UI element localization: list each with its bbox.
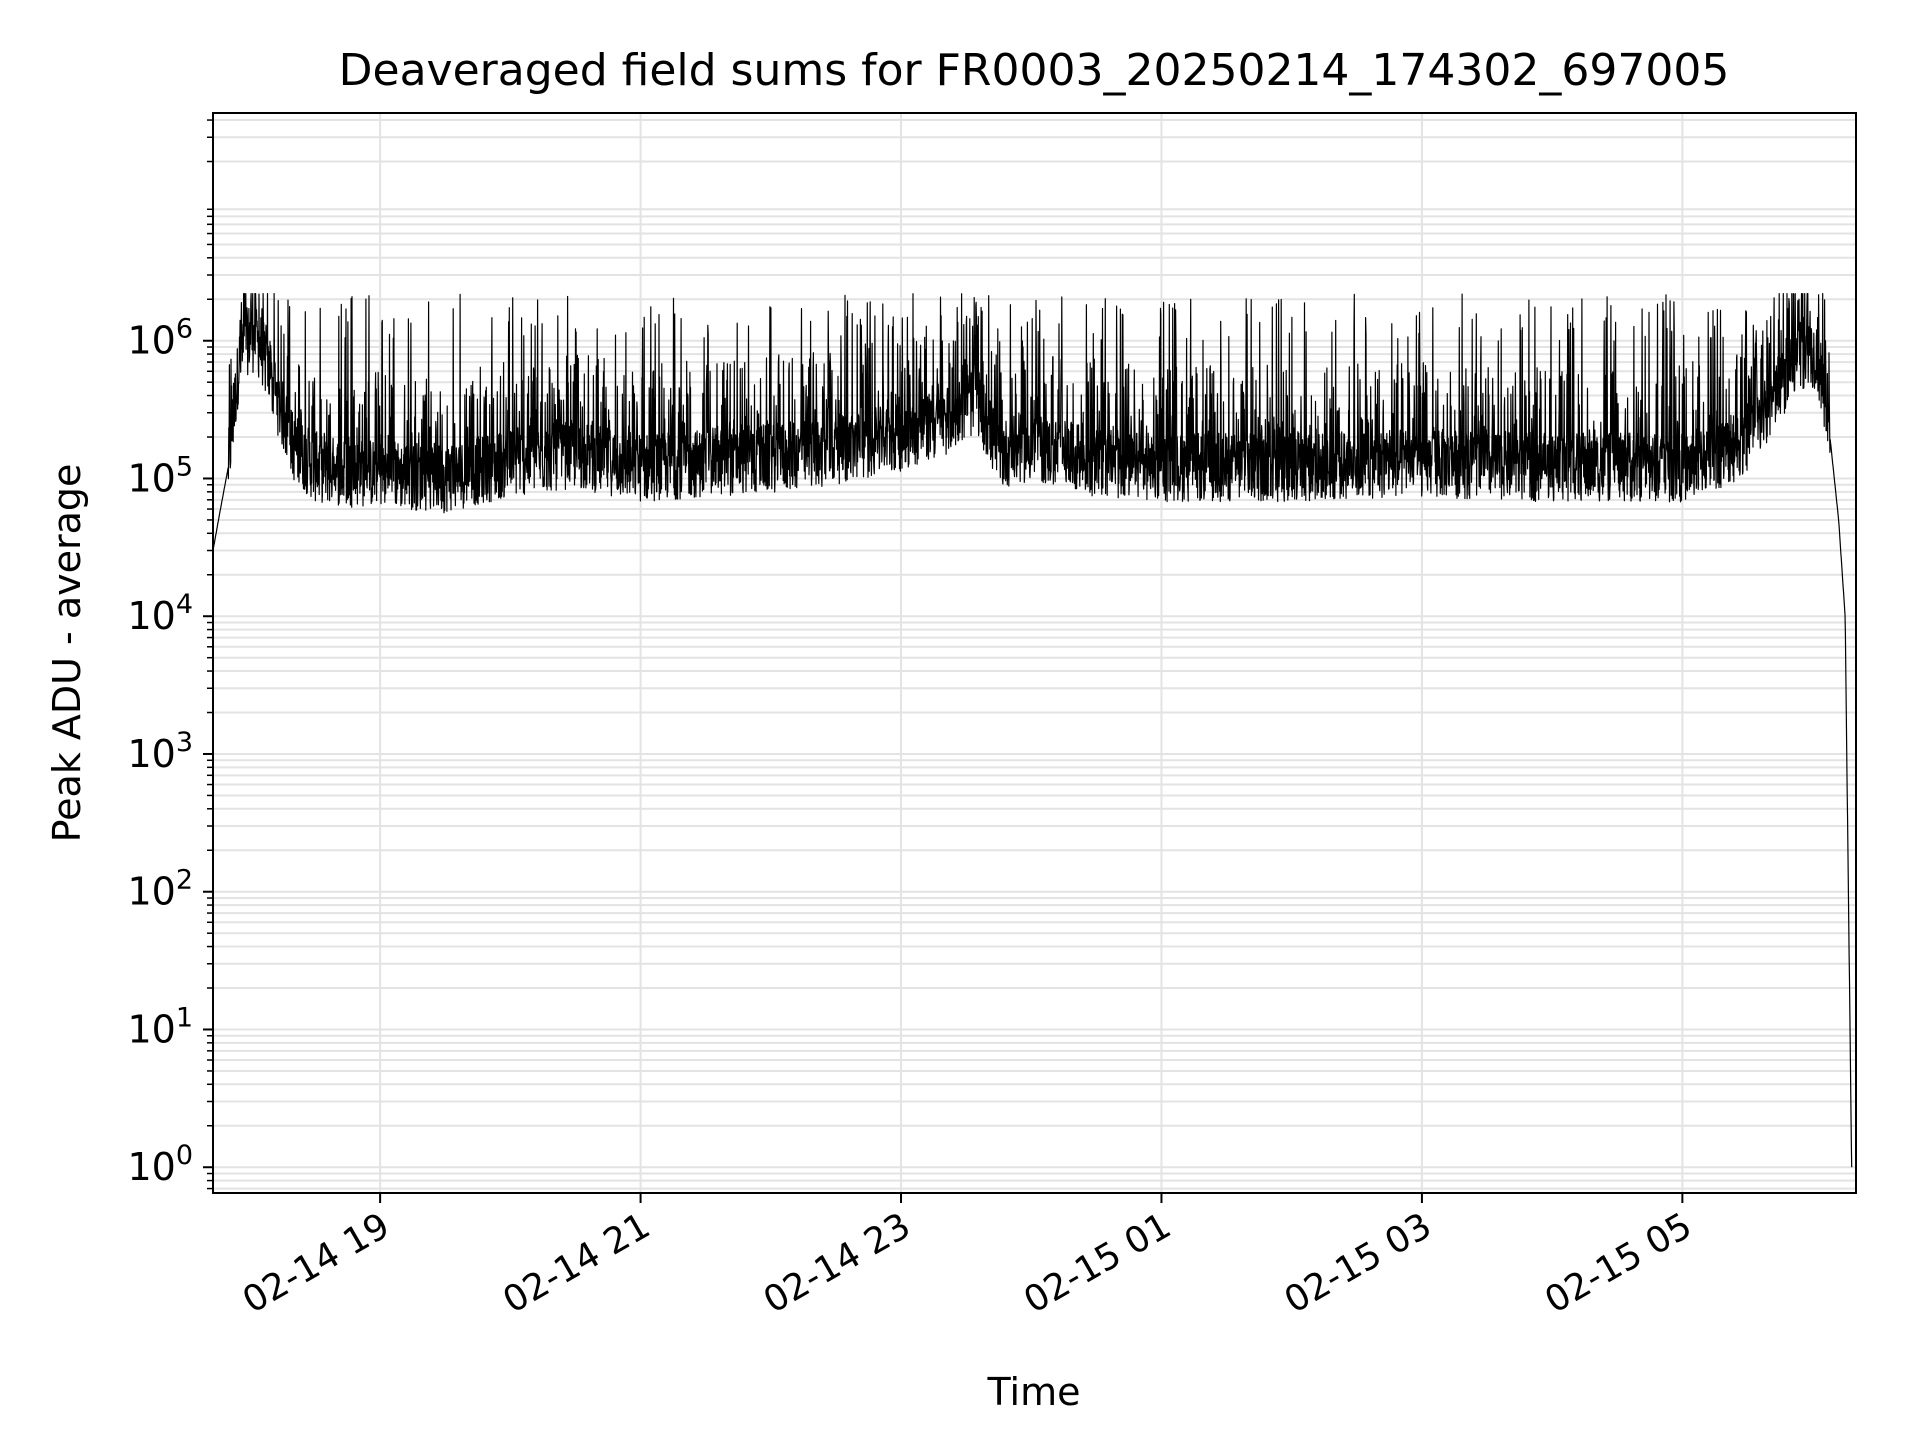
y-tick-label: 101 (127, 1002, 193, 1051)
y-tick-label: 105 (127, 451, 193, 500)
chart-title: Deaveraged field sums for FR0003_2025021… (339, 45, 1730, 96)
y-tick-label: 104 (127, 589, 193, 638)
plot-frame (212, 112, 1857, 1194)
y-tick-label: 102 (127, 865, 193, 914)
y-tick-label: 103 (127, 727, 193, 776)
series-layer (212, 293, 1853, 1168)
x-axis-label: Time (987, 1370, 1081, 1414)
y-tick-label: 100 (127, 1140, 193, 1189)
series-line (212, 293, 1853, 1168)
y-axis-label: Peak ADU - average (45, 464, 89, 843)
y-tick-label: 106 (127, 314, 193, 363)
y-axis-ticks: 100 101 102 103 104 105 106 (127, 119, 213, 1190)
